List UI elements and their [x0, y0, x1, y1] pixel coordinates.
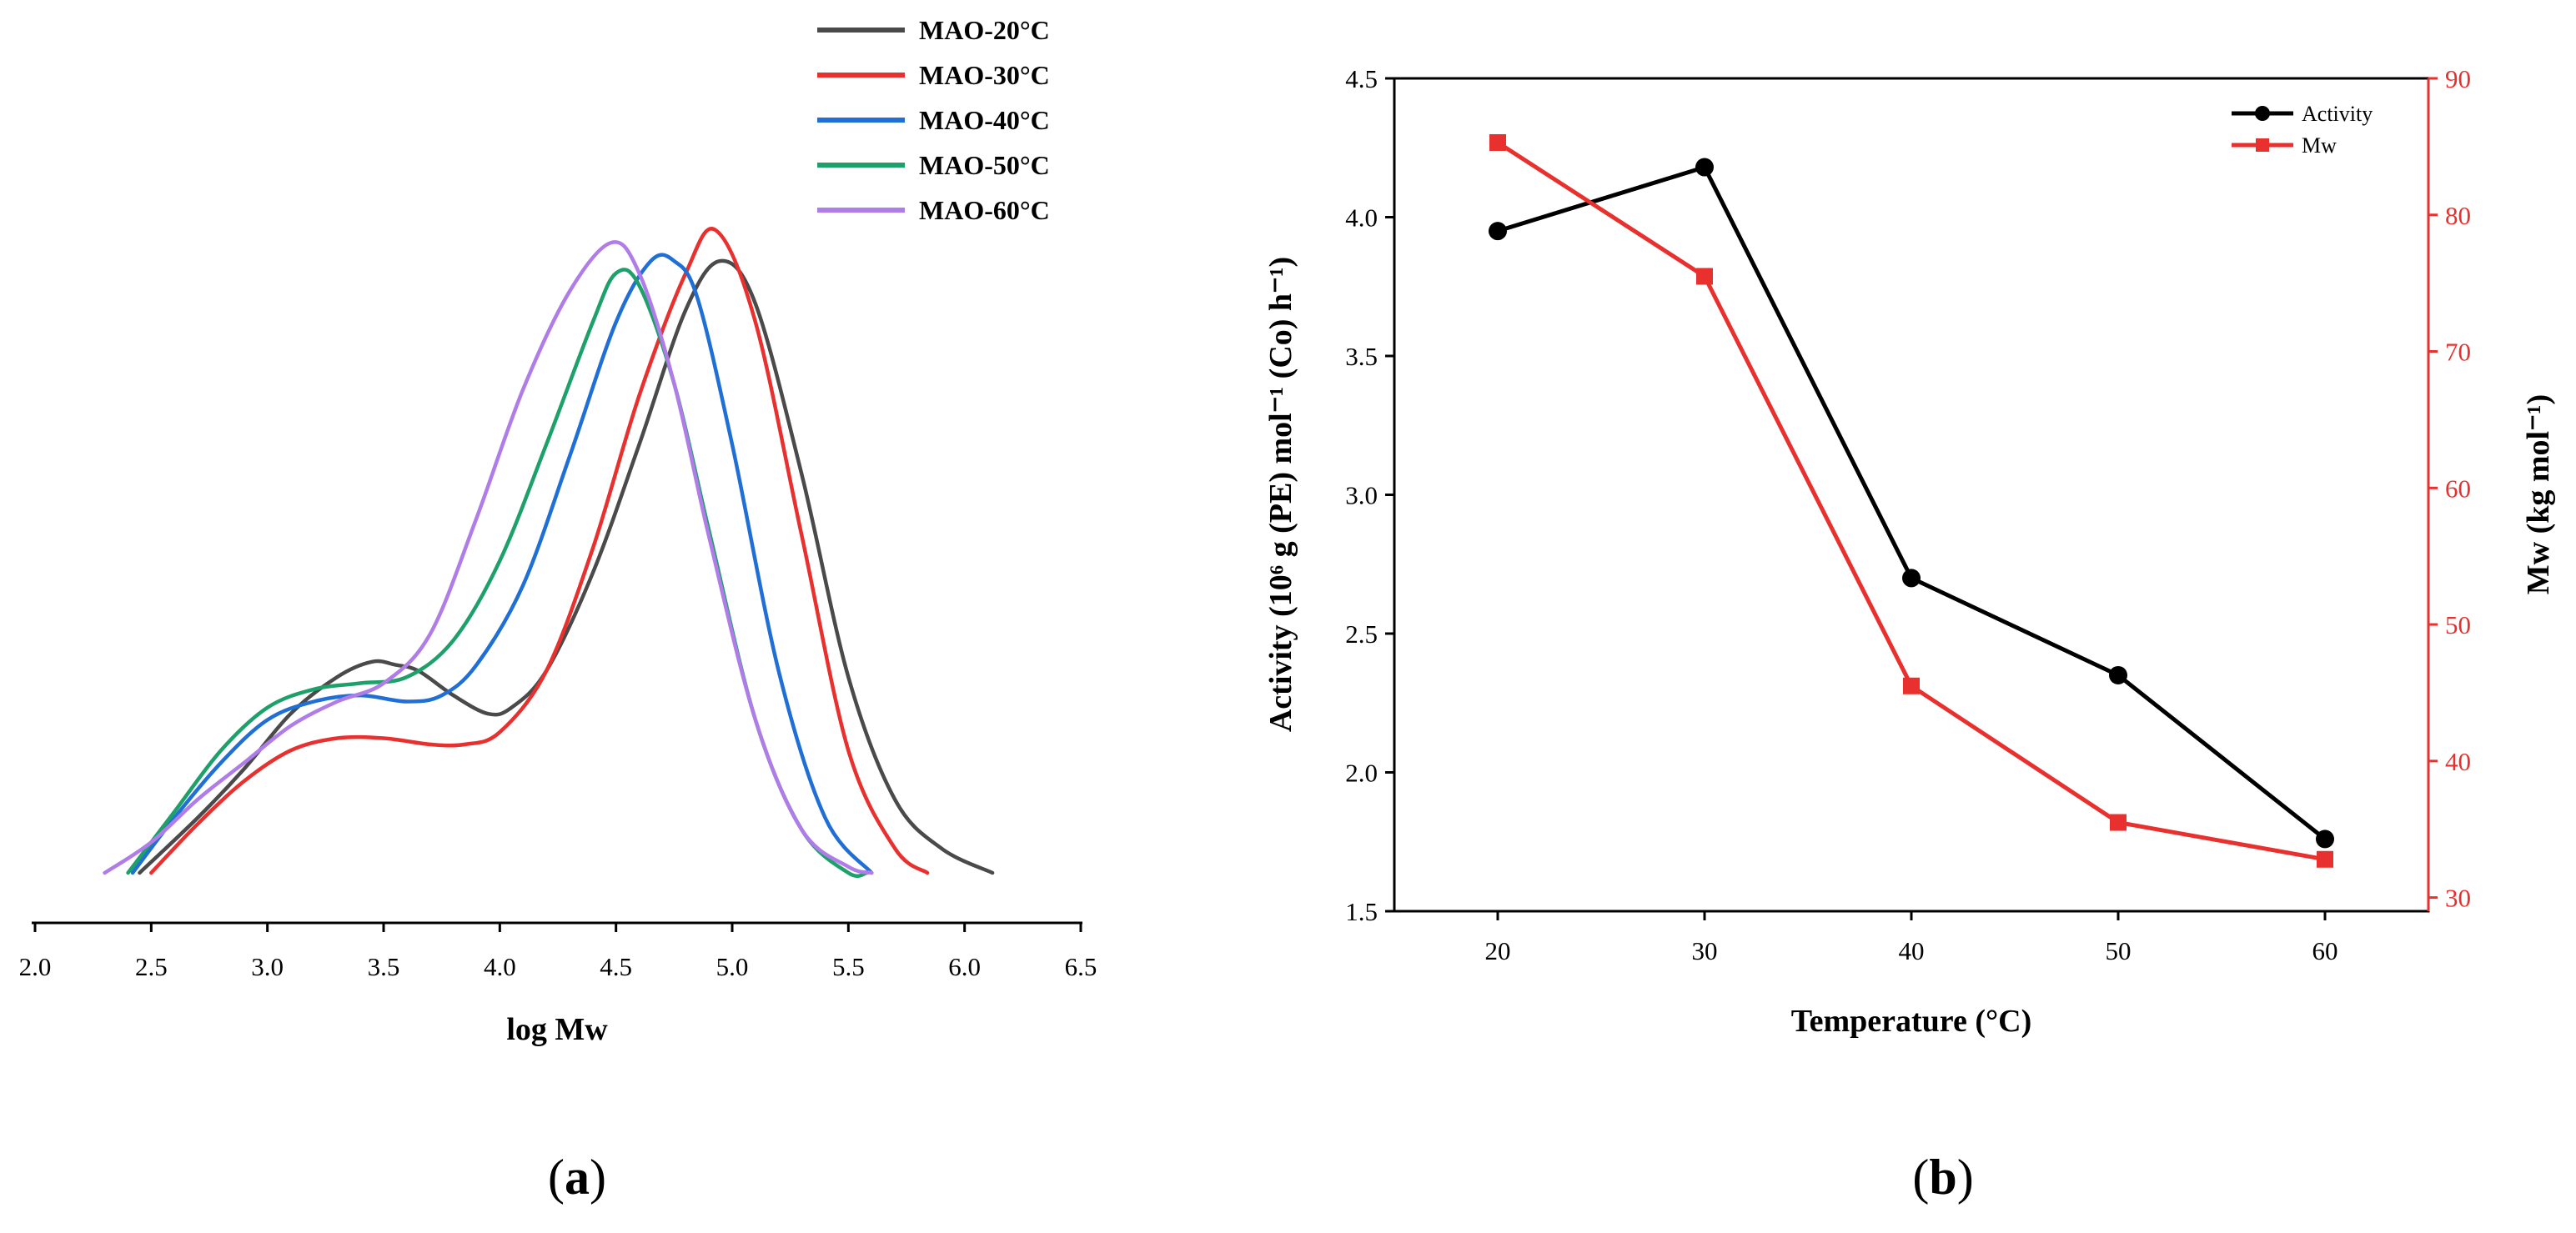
chart-b-y-tick-label: 4.5 — [1345, 64, 1378, 93]
chart-b-y2-tick-label: 30 — [2445, 884, 2471, 913]
chart-a: 2.0 2.5 3.0 3.5 4.0 4.5 5.0 5.5 6.0 6.5 log Mw MA… — [19, 15, 1097, 1205]
panel-label-b: (b) — [1912, 1150, 1973, 1205]
chart-b-x-tick-label: 60 — [2312, 936, 2338, 965]
chart-b-series-group — [1489, 133, 2334, 868]
chart-b-y-tick-label: 2.0 — [1345, 759, 1378, 788]
chart-b-x-tick-label: 30 — [1692, 936, 1718, 965]
chart-a-legend: MAO-20°C MAO-30°C MAO-40°C MAO-50°C MAO-60°C — [817, 15, 1050, 225]
chart-a-x-ticks: 2.0 2.5 3.0 3.5 4.0 4.5 5.0 5.5 6.0 6.5 — [19, 923, 1097, 981]
chart-b-y-tick-label: 4.0 — [1345, 203, 1378, 233]
chart-a-x-tick-label: 3.5 — [368, 952, 400, 981]
chart-b-x-tick-label: 20 — [1485, 936, 1511, 965]
chart-b-point-activity — [1489, 222, 1507, 241]
chart-a-x-tick-label: 2.5 — [135, 952, 168, 981]
chart-b-y-axis-title: Activity (10⁶ g (PE) mol⁻¹ (Co) h⁻¹) — [1263, 257, 1298, 732]
chart-b-y-tick-label: 3.5 — [1345, 342, 1378, 371]
chart-b-y2-tick-label: 60 — [2445, 474, 2471, 503]
chart-b-point-activity — [2109, 665, 2127, 684]
chart-b-y2-axis-title: Mw (kg mol⁻¹) — [2521, 394, 2556, 594]
chart-a-legend-label-mao-40-c: MAO-40°C — [919, 105, 1050, 135]
chart-b-point-activity — [2316, 830, 2334, 849]
chart-b-legend: Activity Mw — [2232, 102, 2373, 158]
chart-a-series-mao-30-c — [149, 227, 930, 875]
chart-a-x-tick-label: 2.0 — [19, 952, 52, 981]
chart-a-legend-label-mao-20-c: MAO-20°C — [919, 15, 1050, 45]
chart-a-legend-label-mao-30-c: MAO-30°C — [919, 60, 1050, 90]
chart-b-legend-label-mw: Mw — [2302, 133, 2337, 158]
chart-b-point-mw — [2110, 814, 2127, 831]
chart-b-point-mw — [1903, 677, 1920, 694]
chart-a-x-tick-label: 6.0 — [948, 952, 981, 981]
chart-a-series-mao-60-c — [103, 240, 874, 875]
chart-b-point-activity — [1695, 158, 1714, 177]
panel-label-a-letter: a — [565, 1150, 590, 1205]
chart-b-point-mw — [2317, 850, 2333, 868]
chart-b-x-axis-title: Temperature (°C) — [1791, 1004, 2032, 1039]
chart-b-x-tick-label: 40 — [1899, 936, 1925, 965]
chart-a-series-group — [103, 227, 995, 879]
chart-a-series-mao-20-c — [138, 258, 995, 875]
chart-a-series-mao-40-c — [130, 253, 874, 875]
chart-b-y-tick-label: 3.0 — [1345, 481, 1378, 510]
chart-b-series-activity — [1497, 164, 2327, 841]
panel-label-b-letter: b — [1929, 1150, 1956, 1205]
panel-label-a: (a) — [548, 1150, 606, 1205]
chart-a-x-tick-label: 6.5 — [1065, 952, 1097, 981]
chart-a-x-tick-label: 3.0 — [251, 952, 284, 981]
chart-b-legend-marker-mw — [2256, 138, 2269, 152]
chart-a-x-tick-label: 5.5 — [832, 952, 865, 981]
chart-b-y2-tick-label: 50 — [2445, 610, 2471, 639]
chart-b: 20 30 40 50 60 1.5 2.0 2.5 3.0 3.5 4.0 4.5 30 40 50 60 7… — [1263, 64, 2556, 1205]
chart-b-series-mw — [1496, 140, 2326, 862]
chart-a-x-tick-label: 4.0 — [484, 952, 516, 981]
chart-b-point-activity — [1902, 569, 1921, 588]
chart-b-point-mw — [1489, 133, 1506, 151]
chart-a-x-tick-label: 4.5 — [600, 952, 632, 981]
chart-b-y2-tick-label: 70 — [2445, 338, 2471, 367]
chart-a-legend-label-mao-50-c: MAO-50°C — [919, 150, 1050, 180]
chart-a-x-axis-title: log Mw — [506, 1012, 608, 1047]
chart-b-y2-tick-label: 90 — [2445, 64, 2471, 93]
chart-b-y-tick-label: 1.5 — [1345, 897, 1378, 926]
chart-b-y-tick-label: 2.5 — [1345, 619, 1378, 649]
chart-b-plot-frame — [1393, 77, 2430, 913]
chart-b-y2-tick-label: 80 — [2445, 201, 2471, 230]
chart-b-x-tick-label: 50 — [2106, 936, 2132, 965]
chart-b-ticks: 20 30 40 50 60 1.5 2.0 2.5 3.0 3.5 4.0 4.5 30 40 50 60 7… — [1345, 64, 2471, 965]
chart-b-legend-marker-activity — [2255, 106, 2270, 121]
chart-a-legend-label-mao-60-c: MAO-60°C — [919, 195, 1050, 225]
chart-b-point-mw — [1696, 268, 1713, 285]
chart-b-y2-tick-label: 40 — [2445, 747, 2471, 776]
chart-b-legend-label-activity: Activity — [2302, 102, 2373, 126]
chart-a-x-tick-label: 5.0 — [716, 952, 749, 981]
